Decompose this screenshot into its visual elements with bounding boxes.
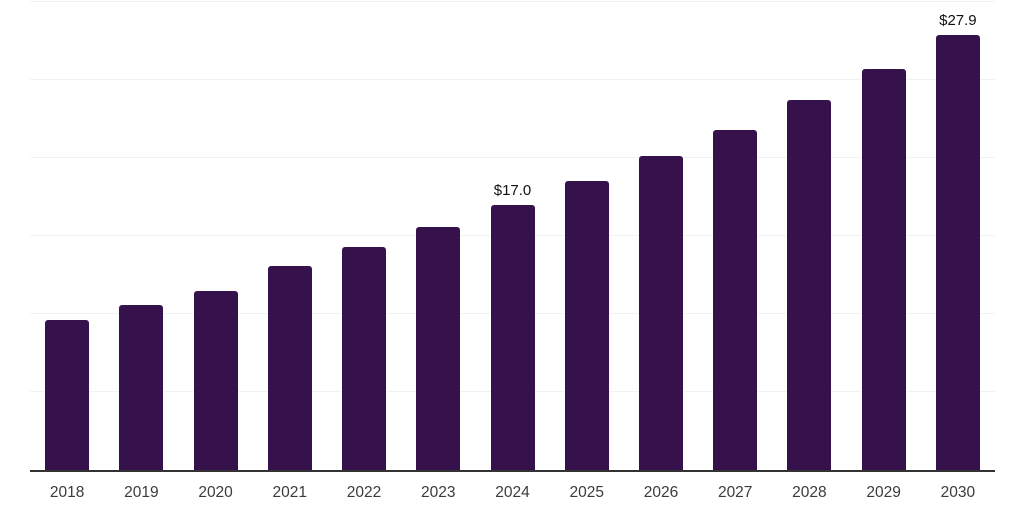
value-label-2024: $17.0 xyxy=(493,181,532,199)
bar-2018 xyxy=(45,320,90,470)
bar-2024 xyxy=(490,204,535,470)
x-tick-2029: 2029 xyxy=(866,484,901,501)
value-label-2030: $27.9 xyxy=(939,11,977,29)
x-tick-2020: 2020 xyxy=(198,484,233,501)
x-tick-2026: 2026 xyxy=(643,484,679,501)
bar-2027 xyxy=(713,129,758,470)
bar-2026 xyxy=(638,156,683,470)
bar-2022 xyxy=(342,246,387,470)
gridline-30 xyxy=(30,1,995,2)
plot-area: $17.0 $27.9 xyxy=(30,1,995,470)
bar-2023 xyxy=(416,226,461,470)
x-axis-line xyxy=(30,470,995,472)
x-tick-2027: 2027 xyxy=(717,484,753,501)
x-tick-2022: 2022 xyxy=(346,484,382,501)
x-tick-2028: 2028 xyxy=(792,484,827,501)
bar-2025 xyxy=(564,181,609,470)
x-tick-2025: 2025 xyxy=(569,484,604,501)
x-tick-2019: 2019 xyxy=(124,484,159,501)
bar-2030 xyxy=(935,34,980,470)
bar-2020 xyxy=(193,290,238,470)
x-tick-2030: 2030 xyxy=(940,484,976,501)
bar-2021 xyxy=(267,265,312,470)
bar-2028 xyxy=(787,100,832,470)
x-tick-2023: 2023 xyxy=(421,484,456,501)
gridline-20 xyxy=(30,157,995,158)
x-tick-2018: 2018 xyxy=(49,484,85,501)
bar-2019 xyxy=(119,304,164,470)
bar-2029 xyxy=(861,69,906,470)
x-tick-2024: 2024 xyxy=(495,484,530,501)
gridline-25 xyxy=(30,79,995,80)
x-tick-2021: 2021 xyxy=(272,484,308,501)
